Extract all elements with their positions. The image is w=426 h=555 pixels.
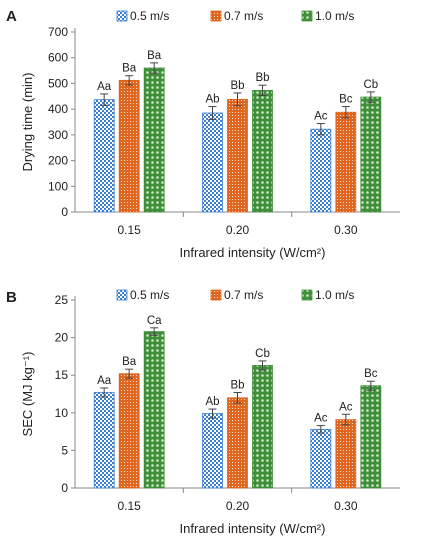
legend-swatch — [116, 10, 128, 22]
y-tick-label: 15 — [55, 368, 69, 382]
legend-swatch — [210, 289, 222, 301]
y-tick-label: 600 — [48, 51, 68, 65]
legend-swatch — [116, 289, 128, 301]
data-label: Ac — [314, 413, 328, 425]
data-label: Bc — [364, 368, 378, 380]
data-label: Ba — [122, 63, 137, 75]
y-tick-label: 100 — [48, 179, 68, 193]
y-tick-label: 700 — [48, 25, 68, 39]
y-axis-title: SEC (MJ kg⁻¹) — [20, 352, 35, 437]
bar — [143, 67, 165, 213]
data-label: Bb — [230, 379, 244, 391]
legend-label: 0.5 m/s — [130, 9, 169, 23]
data-label: Ca — [147, 315, 162, 327]
legend-label: 1.0 m/s — [315, 9, 354, 23]
panel-letter: B — [6, 289, 17, 306]
bar — [252, 365, 273, 489]
bar — [202, 112, 223, 213]
legend-label: 0.7 m/s — [224, 9, 263, 23]
data-label: Bb — [255, 72, 269, 84]
bar — [227, 397, 248, 489]
legend-swatch — [301, 289, 313, 301]
data-label: Ab — [205, 94, 219, 106]
y-tick-label: 0 — [61, 481, 68, 495]
bar — [93, 392, 115, 489]
x-tick-label: 0.20 — [226, 499, 250, 513]
x-tick-label: 0.30 — [334, 223, 358, 237]
x-tick-label: 0.30 — [334, 499, 358, 513]
data-label: Cb — [363, 79, 378, 91]
panel-letter: A — [6, 8, 17, 25]
legend-swatch — [301, 10, 313, 22]
bar — [310, 128, 332, 213]
bar — [360, 96, 382, 213]
data-label: Ba — [147, 50, 162, 62]
x-axis-title: Infrared intensity (W/cm²) — [180, 521, 326, 536]
chart-panel-a: A 0 100 200 300 400 500 600 700 0.15 Aa Ba Ba 0.20 Ab B… — [6, 8, 400, 260]
y-tick-label: 10 — [55, 406, 69, 420]
y-tick-label: 5 — [61, 443, 68, 457]
bar — [335, 111, 357, 213]
bar — [335, 419, 357, 489]
data-label: Bb — [230, 80, 244, 92]
x-tick-label: 0.15 — [117, 499, 141, 513]
data-label: Ba — [122, 356, 137, 368]
y-tick-label: 25 — [55, 293, 69, 307]
data-label: Ab — [205, 396, 219, 408]
bar — [118, 79, 140, 213]
y-axis-title: Drying time (min) — [20, 73, 35, 172]
bar — [118, 373, 140, 489]
bar — [202, 413, 223, 489]
data-label: Cb — [255, 348, 270, 360]
y-tick-label: 400 — [48, 102, 68, 116]
bar — [360, 385, 382, 489]
bar — [310, 428, 332, 489]
y-tick-label: 0 — [61, 205, 68, 219]
legend-label: 1.0 m/s — [315, 288, 354, 302]
y-tick-label: 300 — [48, 128, 68, 142]
chart-panel-b: B 0 5 10 15 20 25 0.15 Aa Ba Ca 0.20 Ab Bb Cb 0.30 Ac Ac B… — [6, 288, 400, 536]
data-label: Aa — [97, 375, 112, 387]
x-axis-title: Infrared intensity (W/cm²) — [180, 245, 326, 260]
bar — [93, 99, 115, 213]
bar — [143, 331, 165, 489]
data-label: Aa — [97, 81, 112, 93]
bar — [227, 98, 248, 213]
x-tick-label: 0.20 — [226, 223, 250, 237]
x-tick-label: 0.15 — [117, 223, 141, 237]
bar — [252, 89, 273, 213]
y-tick-label: 500 — [48, 76, 68, 90]
data-label: Bc — [339, 94, 353, 106]
y-tick-label: 20 — [55, 331, 69, 345]
legend-label: 0.7 m/s — [224, 288, 263, 302]
legend-label: 0.5 m/s — [130, 288, 169, 302]
data-label: Ac — [339, 401, 353, 413]
data-label: Ac — [314, 111, 328, 123]
legend-swatch — [210, 10, 222, 22]
y-tick-label: 200 — [48, 154, 68, 168]
